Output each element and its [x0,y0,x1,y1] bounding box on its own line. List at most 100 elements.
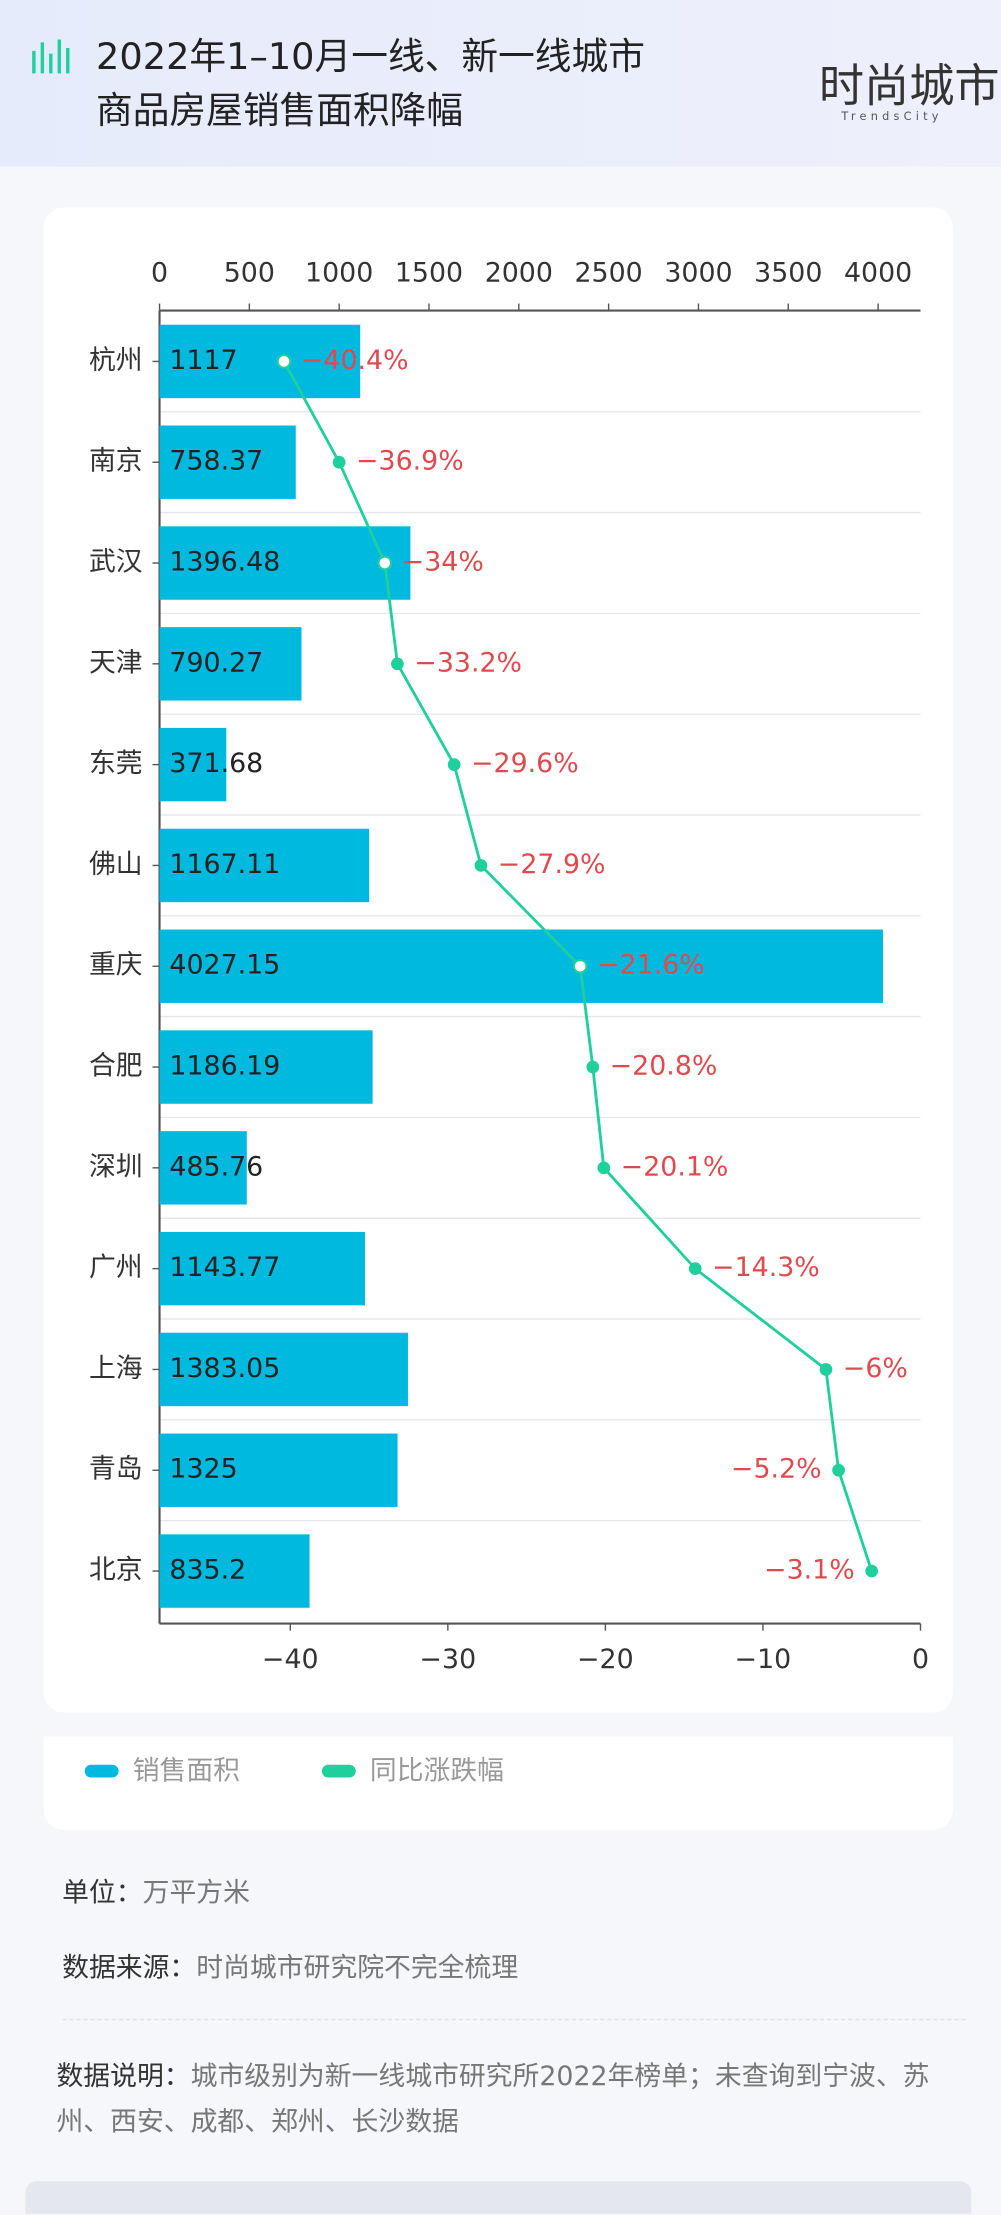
line-label: −29.6% [471,748,579,779]
bar-label: 1325 [169,1454,237,1485]
y-tick-label: 上海 [89,1353,143,1384]
header: 2022年1–10月一线、新一线城市 商品房屋销售面积降幅 时尚城市 Trend… [0,0,1001,167]
x-tick-label: 2000 [485,257,553,288]
line-point [865,1564,879,1578]
legend-swatch [321,1764,356,1778]
legend-card [43,1736,953,1830]
legend-label: 同比涨跌幅 [370,1755,504,1786]
line-point [819,1363,833,1376]
legend-swatch [84,1764,119,1778]
bar [159,1131,247,1205]
bar [159,627,302,701]
x2-tick-label: 0 [912,1644,929,1675]
bar-label: 1143.77 [169,1252,280,1283]
line-label: −21.6% [597,950,705,981]
bar [159,727,227,802]
bar [159,828,370,903]
unit-label: 单位： [62,1877,143,1909]
line-label: −5.2% [731,1454,822,1485]
y-tick-label: 合肥 [89,1051,143,1082]
line-point [688,1262,702,1275]
line-point [597,1161,611,1175]
line-label: −3.1% [764,1555,855,1586]
title-line: 商品房屋销售面积降幅 [96,90,464,133]
note: 数据说明：城市级别为新一线城市研究所2022年榜单；未查询到宁波、苏州、西安、成… [56,2054,945,2144]
legend-label: 销售面积 [133,1755,240,1786]
line-point [572,958,588,974]
y-tick-label: 杭州 [89,345,143,376]
y-tick-label: 东莞 [89,748,143,779]
bar [159,425,296,499]
source: 数据来源：时尚城市研究院不完全梳理 [62,1947,518,1985]
title-line: 2022年1–10月一线、新一线城市 [96,36,645,80]
line-point [832,1463,845,1477]
line-label: −40.4% [301,345,409,376]
bar [159,526,411,600]
y-tick-label: 北京 [89,1555,143,1586]
bar-label: 1186.19 [169,1051,280,1082]
title: 2022年1–10月一线、新一线城市 商品房屋销售面积降幅 [96,31,645,138]
y-tick-label: 武汉 [89,547,143,578]
x2-tick-label: −10 [735,1644,792,1675]
line-point [447,758,461,771]
line-label: −33.2% [414,647,522,678]
note-label: 数据说明： [56,2061,191,2093]
x-tick-label: 1500 [395,257,463,288]
line-label: −36.9% [356,446,464,477]
x2-tick-label: −40 [262,1644,319,1675]
x-tick-label: 2500 [575,257,643,288]
logo-text: 时尚城市 [818,59,1000,113]
bar [159,929,883,1003]
x-tick-label: 500 [224,257,275,288]
x-tick-label: 0 [151,257,168,288]
bar-label: 758.37 [169,446,263,477]
bar [159,1030,373,1104]
y-tick-label: 广州 [89,1252,143,1283]
y-tick-label: 天津 [89,647,143,678]
bar-label: 1383.05 [169,1353,280,1384]
bottom-bar [25,2181,972,2214]
bar-label: 790.27 [169,647,263,678]
line-point [586,1060,600,1074]
x2-tick-label: −20 [577,1644,634,1675]
source-value: 时尚城市研究院不完全梳理 [196,1952,519,1984]
bar-label: 835.2 [169,1555,246,1586]
header-icon [32,39,70,74]
x-tick-label: 3500 [754,257,822,288]
bar [159,1332,408,1407]
y-tick-label: 重庆 [89,950,143,981]
x-tick-label: 1000 [305,257,373,288]
y-tick-label: 深圳 [89,1151,143,1182]
x-tick-label: 4000 [844,257,912,288]
line-label: −27.9% [498,849,606,880]
bar-label: 1117 [169,345,237,376]
line-label: −20.8% [610,1051,718,1082]
y-tick-label: 南京 [89,446,143,477]
line-point [377,555,393,571]
source-label: 数据来源： [62,1952,197,1984]
bar-label: 485.76 [169,1151,263,1182]
unit-value: 万平方米 [142,1877,250,1909]
chart: 0 500 1000 1500 2000 2500 3000 3500 4000 −40 −30 −2… [84,257,929,1786]
logo-icon [732,48,800,126]
bar-label: 371.68 [169,748,263,779]
line-label: −6% [843,1353,908,1384]
bar [159,1433,398,1507]
line-point [391,657,404,671]
divider [62,2018,966,2021]
y-tick-label: 青岛 [89,1454,143,1485]
bar-label: 1396.48 [169,547,280,578]
bar [159,1534,310,1608]
line-point [474,859,488,872]
logo-subtext: TrendsCity [841,110,943,123]
x2-tick-label: −30 [420,1644,477,1675]
line-point [332,455,346,469]
x-tick-label: 3000 [664,257,732,288]
line-label: −20.1% [621,1151,729,1182]
bar [159,324,361,399]
line-point [276,354,292,369]
line-label: −14.3% [712,1252,820,1283]
bar-label: 1167.11 [169,849,280,880]
